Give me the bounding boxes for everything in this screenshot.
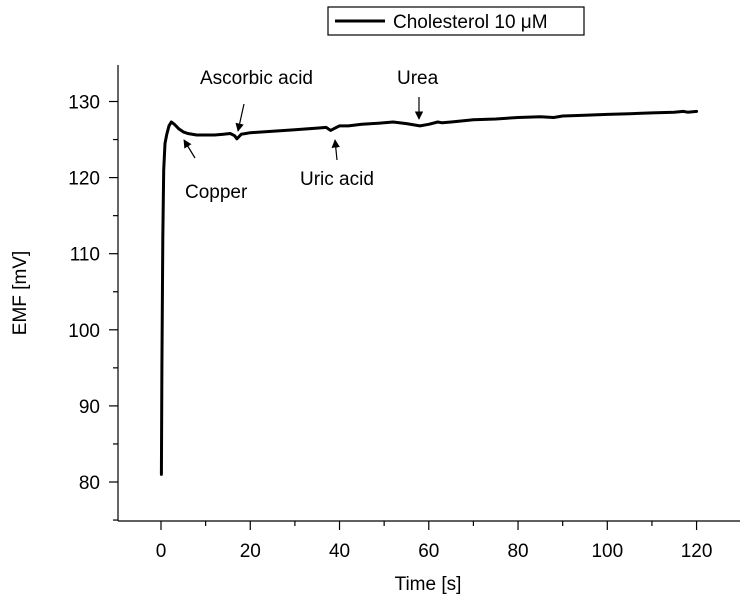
x-axis-title: Time [s] (395, 574, 462, 595)
legend-entry-label: Cholesterol 10 μM (393, 12, 548, 33)
ticks: 0 20 40 60 80 100 120 80 90 100 110 120 130 (68, 93, 712, 563)
y-tick-label: 100 (68, 321, 100, 342)
x-tick-label: 100 (591, 541, 623, 562)
x-tick-label: 80 (507, 541, 528, 562)
x-tick-label: 0 (156, 541, 167, 562)
x-tick-label: 40 (329, 541, 350, 562)
annotation-arrow (235, 103, 245, 132)
y-tick-label: 110 (70, 245, 100, 266)
axes (117, 65, 740, 522)
series-layer (159, 109, 699, 476)
annotation-label: Uric acid (300, 169, 374, 190)
y-tick-label: 80 (79, 473, 100, 494)
y-tick-label: 120 (68, 169, 100, 190)
annotations: Copper Ascorbic acid Uric acid Urea (183, 68, 439, 203)
y-tick-label: 90 (79, 397, 100, 418)
y-axis-title: EMF [mV] (10, 251, 31, 335)
x-tick-label: 20 (240, 541, 261, 562)
y-tick-label: 130 (68, 93, 100, 114)
legend: Cholesterol 10 μM (327, 6, 585, 36)
series-line (159, 109, 699, 476)
annotation-label: Copper (185, 182, 248, 203)
annotation-label: Ascorbic acid (200, 68, 313, 89)
annotation-arrow (331, 139, 340, 161)
annotation-label: Urea (397, 68, 439, 89)
x-tick-label: 120 (681, 541, 713, 562)
x-tick-label: 60 (418, 541, 439, 562)
annotation-arrow (183, 139, 196, 159)
